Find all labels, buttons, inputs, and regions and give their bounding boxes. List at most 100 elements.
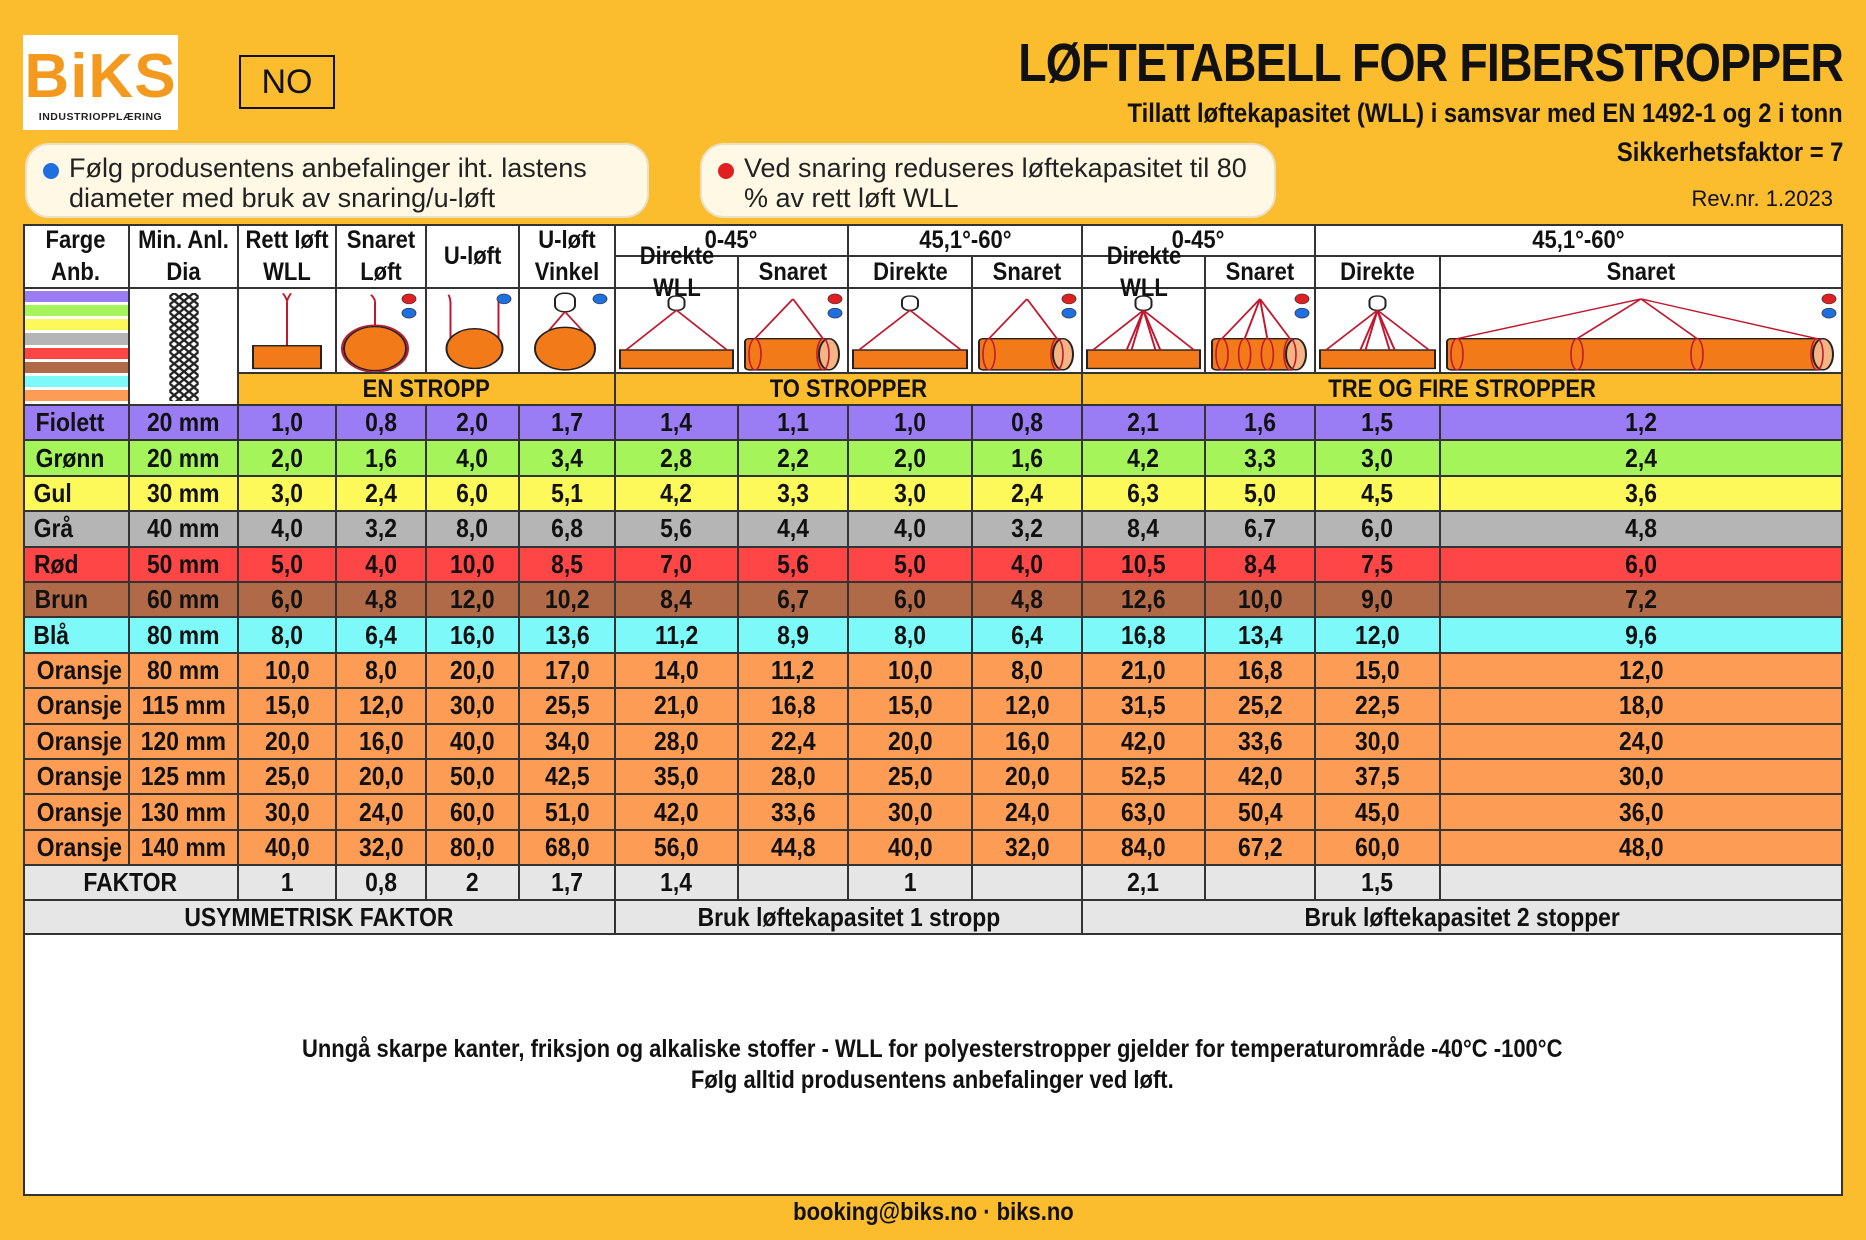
header-angle-0-45: 0-45° bbox=[616, 224, 849, 257]
color-swatch-legend bbox=[23, 289, 130, 406]
wll-value: 6,4 bbox=[973, 618, 1083, 654]
color-swatch bbox=[23, 305, 128, 317]
wll-value: 0,8 bbox=[973, 406, 1083, 442]
choke-lift-icon bbox=[341, 293, 417, 372]
row-color-name-text: Oransje bbox=[36, 831, 123, 862]
wll-value-text: 28,0 bbox=[770, 761, 816, 792]
wll-value-text: 12,0 bbox=[1618, 654, 1664, 685]
group-tre-og-fire-stropper: TRE OG FIRE STROPPER bbox=[1083, 374, 1843, 406]
wll-value-text: 5,6 bbox=[660, 513, 693, 544]
faktor-value: 1,4 bbox=[616, 866, 739, 902]
wll-value: 24,0 bbox=[973, 795, 1083, 831]
row-min-diameter: 30 mm bbox=[130, 476, 239, 513]
wll-value-text: 8,0 bbox=[365, 654, 397, 685]
wll-value-text: 60,0 bbox=[1355, 831, 1400, 862]
row-color-name: Grå bbox=[23, 512, 130, 548]
wll-value: 33,6 bbox=[1206, 724, 1316, 760]
wll-value: 8,0 bbox=[849, 618, 973, 654]
header-direkte-text: Direkte bbox=[872, 258, 948, 286]
wll-value: 3,3 bbox=[739, 476, 849, 513]
wll-value-text: 0,8 bbox=[1011, 407, 1043, 438]
header-direkte-text: Direkte bbox=[1340, 258, 1415, 286]
wll-value-text: 30,0 bbox=[450, 690, 495, 721]
color-swatch bbox=[23, 361, 128, 373]
note-red-text: Ved snaring reduseres løftekapasitet til… bbox=[744, 153, 1247, 213]
wll-value-text: 11,2 bbox=[654, 619, 699, 650]
wll-value-text: 3,6 bbox=[1625, 477, 1657, 508]
wll-value: 25,0 bbox=[849, 760, 973, 796]
wll-value-text: 4,8 bbox=[1011, 584, 1043, 615]
wll-value: 5,0 bbox=[1206, 476, 1316, 513]
wll-value: 2,4 bbox=[973, 476, 1083, 513]
header-direkte-wll: Direkte WLL bbox=[616, 242, 739, 302]
row-color-name-text: Oransje bbox=[36, 761, 123, 792]
wll-value-text: 8,0 bbox=[456, 513, 489, 544]
wll-value-text: 12,6 bbox=[1121, 584, 1166, 615]
header-u-loft-text: U-løft bbox=[443, 241, 502, 270]
row-color-name: Oransje bbox=[23, 830, 130, 867]
wll-value: 2,4 bbox=[337, 476, 427, 513]
wll-value: 30,0 bbox=[1441, 760, 1843, 796]
row-min-diameter-text: 130 mm bbox=[140, 796, 227, 827]
row-min-diameter-text: 20 mm bbox=[147, 442, 220, 473]
logo-subtitle: INDUSTRIOPPLÆRING bbox=[38, 111, 163, 123]
wll-value-text: 68,0 bbox=[544, 831, 590, 862]
wll-value-text: 1,0 bbox=[894, 407, 926, 438]
direct-multi-leg-icon bbox=[852, 295, 968, 370]
wll-value-text: 2,0 bbox=[894, 442, 926, 473]
row-min-diameter: 20 mm bbox=[130, 406, 239, 442]
wll-value: 10,0 bbox=[239, 653, 337, 690]
wll-value-text: 5,0 bbox=[1244, 477, 1276, 508]
wll-value-text: 4,4 bbox=[777, 513, 809, 544]
header-snaret-loft-text: Snaret Løft bbox=[346, 225, 416, 286]
wll-value-text: 4,0 bbox=[456, 442, 489, 473]
header-direkte-wll: Direkte WLL bbox=[1083, 242, 1206, 302]
wll-value-text: 3,0 bbox=[271, 477, 303, 508]
wll-value-text: 2,2 bbox=[777, 442, 809, 473]
wll-value-text: 16,8 bbox=[1121, 619, 1166, 650]
faktor-value: 2 bbox=[427, 866, 520, 902]
wll-value: 4,8 bbox=[1441, 512, 1843, 548]
wll-value-text: 3,4 bbox=[551, 442, 583, 473]
wll-value: 42,0 bbox=[616, 795, 739, 831]
footer-note-line: Unngå skarpe kanter, friksjon og alkalis… bbox=[301, 1034, 1563, 1063]
wll-value: 2,4 bbox=[1441, 441, 1843, 477]
row-color-name-text: Oransje bbox=[36, 690, 123, 721]
wll-value: 31,5 bbox=[1083, 689, 1206, 725]
choke-multi-leg-icon bbox=[1211, 293, 1310, 371]
wll-value-text: 4,0 bbox=[271, 513, 303, 544]
wll-value: 48,0 bbox=[1441, 830, 1843, 867]
usymmetrisk-two-slings-text: Bruk løftekapasitet 1 stropp bbox=[697, 901, 1000, 932]
wll-value: 8,0 bbox=[427, 512, 520, 548]
faktor-value bbox=[739, 866, 849, 902]
faktor-value-text: 2,1 bbox=[1127, 867, 1160, 898]
wll-value-text: 25,0 bbox=[887, 761, 933, 792]
wll-value: 8,0 bbox=[239, 618, 337, 654]
wll-value: 20,0 bbox=[337, 760, 427, 796]
wll-value: 3,6 bbox=[1441, 476, 1843, 513]
wll-value: 4,5 bbox=[1316, 476, 1441, 513]
wll-value: 4,0 bbox=[239, 512, 337, 548]
wll-value-text: 50,4 bbox=[1237, 796, 1283, 827]
usymmetrisk-three-slings: Bruk løftekapasitet 2 stopper bbox=[1083, 901, 1843, 936]
wll-value-text: 3,3 bbox=[777, 477, 809, 508]
wll-value-text: 22,5 bbox=[1355, 690, 1400, 721]
wll-value: 6,3 bbox=[1083, 476, 1206, 513]
wll-value-text: 1,1 bbox=[777, 407, 809, 438]
wll-value-text: 4,2 bbox=[660, 477, 693, 508]
wll-value: 6,0 bbox=[1441, 547, 1843, 583]
wll-value: 4,0 bbox=[849, 512, 973, 548]
row-min-diameter-text: 60 mm bbox=[147, 584, 220, 615]
wll-value: 3,3 bbox=[1206, 441, 1316, 477]
wll-value: 14,0 bbox=[616, 653, 739, 690]
wll-value: 16,8 bbox=[739, 689, 849, 725]
wll-value-text: 8,0 bbox=[894, 619, 926, 650]
wll-value-text: 28,0 bbox=[654, 725, 699, 756]
safety-factor: Sikkerhetsfaktor = 7 bbox=[1616, 137, 1843, 167]
row-min-diameter: 60 mm bbox=[130, 583, 239, 619]
wll-value: 4,0 bbox=[973, 547, 1083, 583]
wll-value-text: 8,4 bbox=[1244, 548, 1276, 579]
row-min-diameter: 80 mm bbox=[130, 653, 239, 690]
wll-value: 40,0 bbox=[849, 830, 973, 867]
contact-footer: booking@biks.no · biks.no bbox=[0, 1198, 1866, 1227]
